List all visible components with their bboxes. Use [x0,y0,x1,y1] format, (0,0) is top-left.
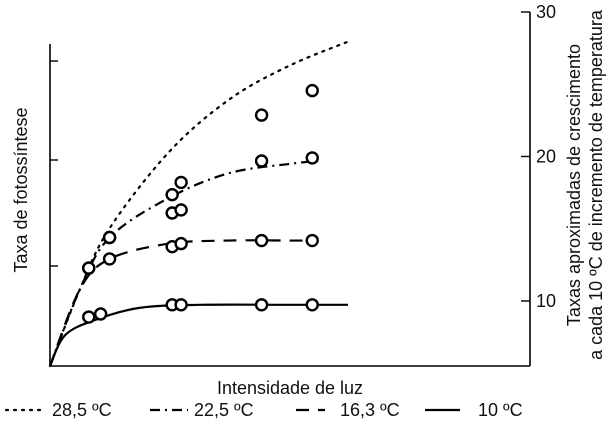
y2-axis-label-line2: a cada 10 ºC de incremento de temperatur… [586,9,606,360]
y2-tick-label: 10 [536,291,556,311]
data-point [305,298,319,312]
data-point [102,230,117,245]
axis-labels: Intensidade de luz Taxa de fotossíntese … [11,9,606,398]
data-point [82,261,96,275]
data-point [174,236,188,251]
data-point [254,108,269,122]
y-axis-label: Taxa de fotossíntese [11,107,31,272]
data-point [305,151,319,165]
y2-tick-label: 30 [536,2,556,22]
data-point [305,83,319,98]
data-point [82,310,96,324]
data-point [254,233,269,248]
data-point [102,252,117,266]
x-axis-label: Intensidade de luz [217,378,363,398]
data-point [174,298,188,312]
data-point [165,187,179,202]
data-point [174,175,188,190]
data-point [174,203,188,217]
axes: 10 20 30 [49,2,556,367]
markers [82,83,319,324]
data-point [305,233,319,248]
y2-axis-label-line1: Taxas aproximadas de crescimento [564,44,584,326]
legend-label: 22,5 ºC [194,400,254,420]
data-point [93,307,108,321]
data-point [254,298,269,312]
series-line-3 [48,303,348,367]
legend-label: 16,3 ºC [340,400,400,420]
data-point [254,154,269,168]
y2-tick-label: 20 [536,146,556,166]
legend-label: 10 ºC [478,400,523,420]
legend-label: 28,5 ºC [52,400,112,420]
legend: 28,5 ºC 22,5 ºC 16,3 ºC 10 ºC [4,400,523,420]
